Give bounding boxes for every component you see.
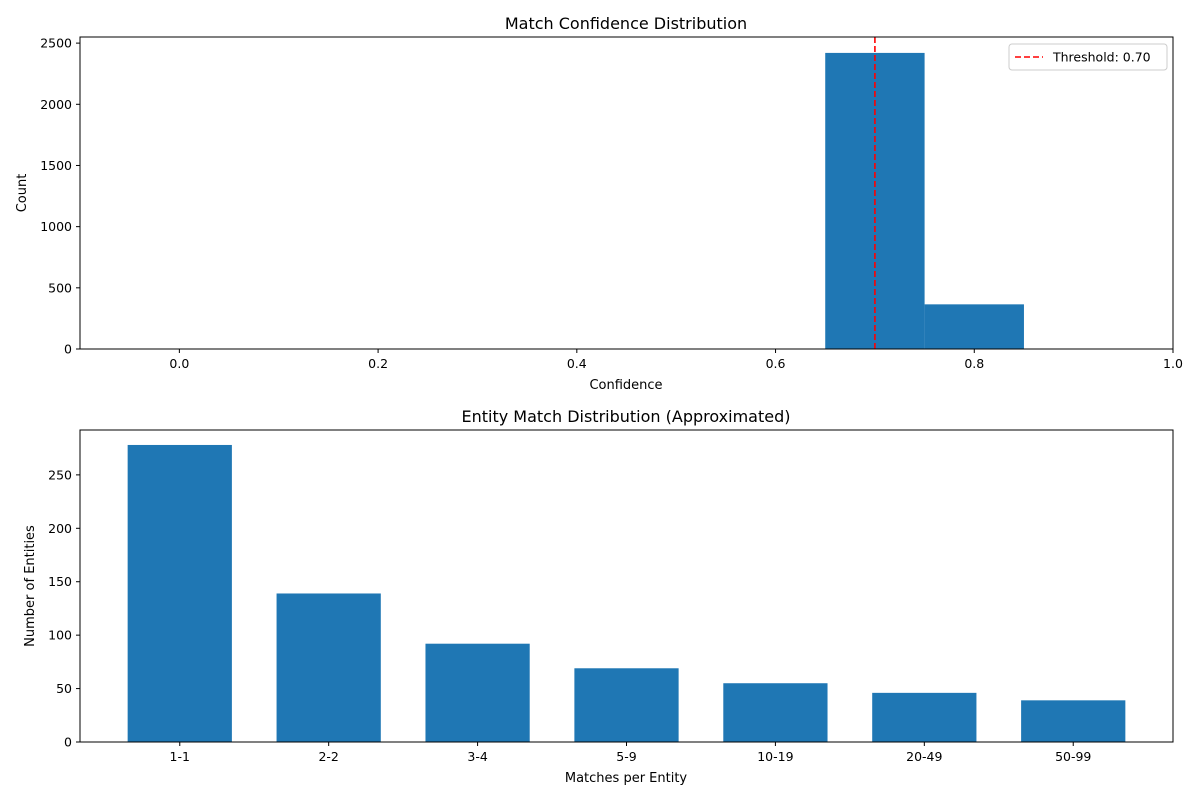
x-tick-label: 3-4 [467, 749, 487, 764]
y-tick-label: 50 [56, 681, 72, 696]
legend: Threshold: 0.70 [1008, 43, 1168, 71]
y-tick-label: 200 [48, 521, 72, 536]
y-axis-ticks: 0 50 100 150 200 250 [48, 467, 80, 750]
histogram-bars [825, 52, 1024, 349]
legend-box [1008, 43, 1168, 71]
entity-match-bar-chart: Entity Match Distribution (Approximated)… [23, 407, 1174, 786]
y-tick-label: 100 [48, 628, 72, 643]
x-tick-label: 50-99 [1055, 749, 1091, 764]
y-axis-label: Number of Entities [23, 525, 38, 647]
x-tick-label: 0.8 [964, 356, 984, 371]
y-tick-label: 0 [64, 342, 72, 357]
x-axis-ticks: 0.0 0.2 0.4 0.6 0.8 1.0 [169, 349, 1183, 371]
bar-10-19 [723, 683, 828, 742]
y-tick-label: 1000 [40, 219, 72, 234]
y-axis-ticks: 0 500 1000 1500 2000 2500 [40, 36, 80, 357]
bar-2-2 [276, 593, 381, 742]
chart-title: Entity Match Distribution (Approximated) [462, 407, 791, 426]
y-tick-label: 250 [48, 467, 72, 482]
bar-3-4 [425, 643, 530, 742]
y-tick-label: 500 [48, 280, 72, 295]
y-tick-label: 0 [64, 735, 72, 750]
bar-50-99 [1021, 700, 1126, 742]
x-tick-label: 0.6 [766, 356, 786, 371]
bar-20-49 [872, 692, 977, 742]
x-tick-label: 5-9 [616, 749, 636, 764]
x-tick-label: 1-1 [170, 749, 190, 764]
x-tick-label: 2-2 [318, 749, 338, 764]
x-tick-label: 0.0 [169, 356, 189, 371]
plot-frame [79, 36, 1174, 350]
x-tick-label: 1.0 [1163, 356, 1183, 371]
x-axis-label: Confidence [589, 378, 662, 393]
confidence-histogram: Match Confidence Distribution 0.0 0.2 0.4 0… [15, 14, 1183, 393]
legend-label: Threshold: 0.70 [1052, 50, 1151, 65]
y-tick-label: 2000 [40, 97, 72, 112]
x-tick-label: 0.2 [368, 356, 388, 371]
y-tick-label: 1500 [40, 158, 72, 173]
x-tick-label: 0.4 [567, 356, 587, 371]
bars [127, 444, 1126, 742]
x-tick-label: 20-49 [906, 749, 942, 764]
y-tick-label: 150 [48, 574, 72, 589]
bar-5-9 [574, 668, 679, 742]
x-axis-ticks: 1-1 2-2 3-4 5-9 10-19 20-49 50-99 [170, 742, 1091, 764]
histogram-bar-1 [924, 304, 1024, 349]
x-axis-label: Matches per Entity [565, 771, 688, 786]
y-tick-label: 2500 [40, 36, 72, 51]
x-tick-label: 10-19 [757, 749, 793, 764]
chart-title: Match Confidence Distribution [505, 14, 747, 33]
bar-1-1 [127, 444, 232, 742]
y-axis-label: Count [15, 174, 30, 213]
